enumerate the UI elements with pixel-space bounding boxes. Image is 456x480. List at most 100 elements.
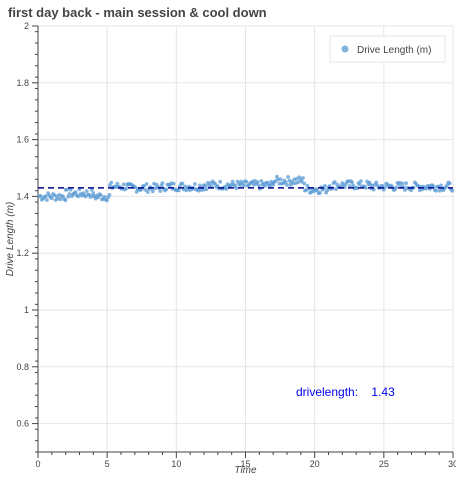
ticks: 0 5 10 15 20 25 30 0.6 0.8 1 1.2 1.4 1.6 1.8 2 [16, 21, 456, 469]
data-point [107, 193, 112, 197]
data-point [255, 180, 260, 185]
data-point [230, 179, 235, 184]
data-point [105, 198, 109, 203]
data-point [334, 187, 338, 192]
x-tick-label: 25 [379, 459, 389, 469]
data-point [318, 191, 322, 195]
data-point [234, 186, 239, 191]
data-point [65, 187, 69, 192]
data-point [241, 183, 246, 188]
data-point [434, 188, 438, 193]
data-point [363, 186, 368, 190]
data-point [91, 191, 96, 196]
data-point [439, 183, 443, 188]
data-point [150, 189, 155, 194]
data-point [68, 187, 73, 192]
data-point [302, 181, 307, 186]
data-point [301, 176, 305, 180]
data-point [58, 197, 63, 202]
data-point [224, 187, 229, 191]
data-point [160, 181, 165, 186]
x-axis-label: Time [234, 465, 257, 476]
data-point [285, 183, 289, 187]
y-tick-label: 1.6 [16, 135, 29, 145]
data-point [394, 185, 398, 190]
y-tick-label: 0.6 [16, 419, 29, 429]
data-point [263, 184, 267, 188]
y-tick-label: 1 [24, 305, 29, 315]
data-point [327, 184, 332, 188]
data-point [244, 179, 249, 184]
chart-title: first day back - main session & cool dow… [8, 5, 267, 20]
data-point [347, 184, 352, 188]
data-point [350, 180, 355, 185]
data-point [144, 182, 149, 186]
data-point [256, 183, 261, 188]
y-tick-label: 1.4 [16, 191, 29, 201]
drivelength-annotation: drivelength: 1.43 [296, 385, 395, 399]
legend-label: Drive Length (m) [357, 45, 431, 56]
data-point [374, 180, 379, 185]
data-point [121, 182, 126, 187]
data-point [359, 179, 363, 184]
data-point [143, 188, 148, 192]
data-point [73, 190, 78, 195]
x-tick-label: 0 [35, 459, 40, 469]
data-point [323, 184, 327, 188]
data-point [286, 175, 290, 179]
data-point [450, 188, 455, 193]
data-point [447, 181, 452, 186]
data-point [180, 181, 185, 186]
data-point [158, 189, 163, 194]
data-point [49, 196, 54, 201]
data-point [96, 195, 101, 200]
data-point [115, 181, 120, 186]
x-tick-label: 20 [310, 459, 320, 469]
annotation-label: drivelength: [296, 385, 358, 399]
data-point [171, 181, 176, 186]
scatter-series [37, 174, 455, 203]
data-point [204, 187, 209, 192]
data-point [357, 182, 362, 187]
data-point [332, 180, 337, 184]
data-point [84, 189, 89, 194]
data-point [89, 188, 94, 192]
data-point [45, 198, 49, 202]
data-point [109, 180, 114, 185]
y-tick-label: 2 [24, 21, 29, 31]
data-point [278, 177, 283, 182]
y-axis-label: Drive Length (m) [5, 202, 16, 276]
x-tick-label: 10 [171, 459, 181, 469]
data-point [201, 187, 206, 192]
data-point [371, 187, 376, 192]
data-point [164, 187, 169, 192]
data-point [43, 194, 48, 199]
data-point [213, 182, 218, 186]
data-point [67, 192, 72, 196]
y-tick-label: 1.2 [16, 248, 29, 258]
data-point [203, 183, 208, 188]
data-point [98, 193, 103, 198]
data-point [176, 188, 181, 193]
data-point [63, 198, 68, 203]
data-point [38, 194, 43, 198]
legend-swatch-icon [341, 45, 349, 53]
data-point [404, 181, 408, 186]
data-point [259, 179, 264, 183]
legend[interactable]: Drive Length (m) [329, 35, 446, 63]
annotation-value: 1.43 [371, 385, 395, 399]
y-tick-label: 1.8 [16, 78, 29, 88]
legend-box [329, 35, 446, 63]
x-tick-label: 5 [105, 459, 110, 469]
data-point [403, 188, 407, 192]
data-point [218, 179, 223, 184]
data-point [268, 183, 272, 188]
data-point [145, 190, 150, 195]
data-point [296, 180, 300, 185]
x-tick-label: 15 [240, 459, 250, 469]
data-point [102, 194, 107, 199]
x-tick-label: 30 [448, 459, 456, 469]
data-point [76, 194, 80, 199]
data-point [193, 182, 197, 186]
